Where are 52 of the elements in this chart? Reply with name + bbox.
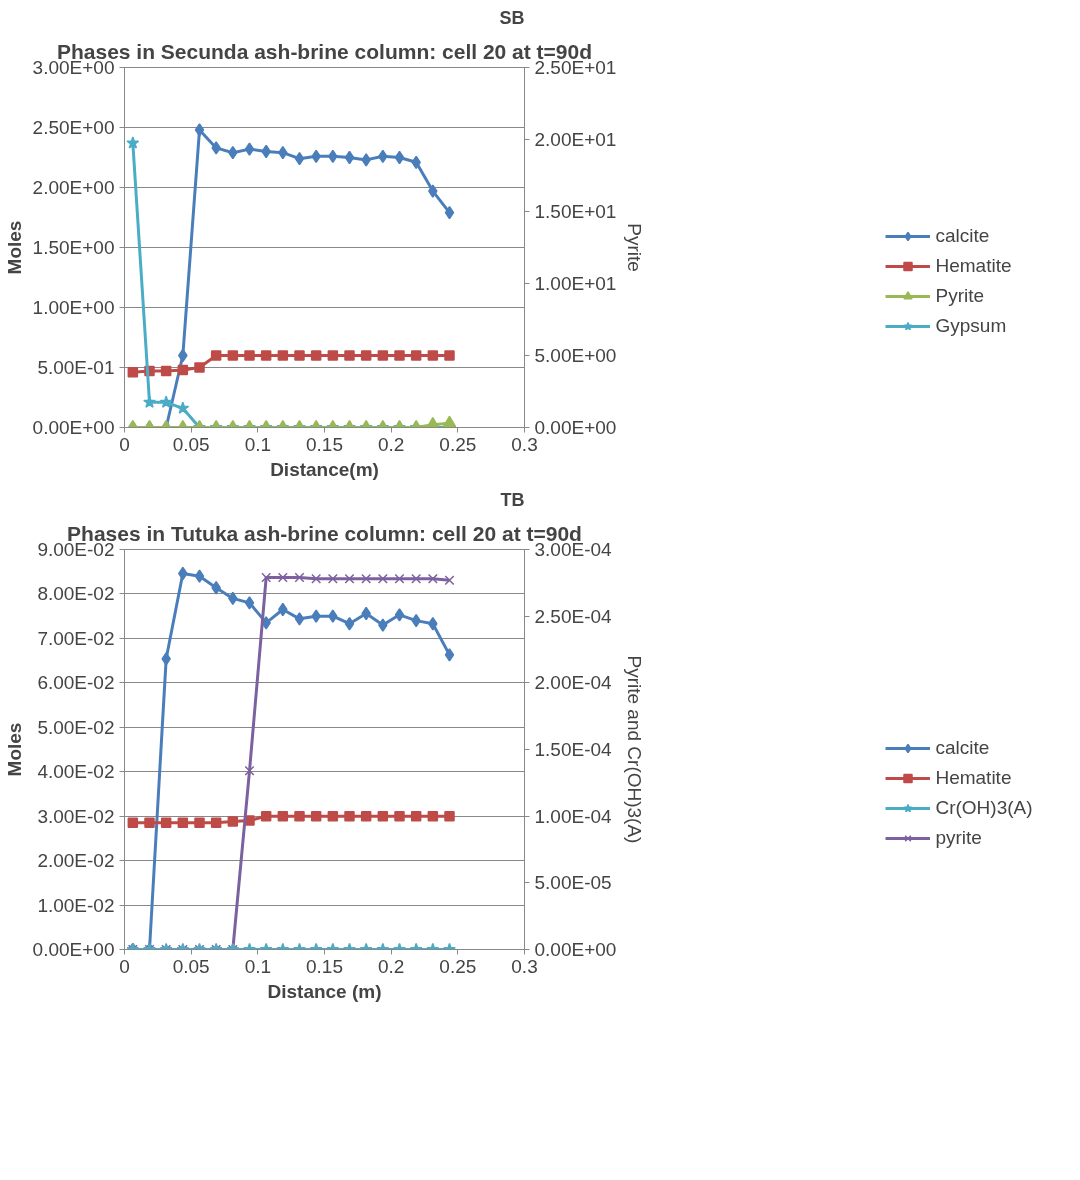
x-tick-label: 0.1 <box>244 433 272 455</box>
y2-tick-label: 2.00E-04 <box>534 672 613 694</box>
legend-label: calcite <box>935 737 990 759</box>
y-tick-label: 0.00E+00 <box>32 939 115 960</box>
y-tick-label: 8.00E-02 <box>37 583 115 605</box>
y2-tick-label: 5.00E+00 <box>534 345 617 366</box>
x-axis-title: Distance (m) <box>267 980 382 1002</box>
x-tick-label: 0.2 <box>377 955 405 977</box>
y-tick-label: 2.00E-02 <box>37 850 115 872</box>
x-tick-label: 0.25 <box>439 955 477 977</box>
y2-tick-label: 1.50E+01 <box>534 201 617 222</box>
y2-axis-title: Pyrite <box>624 223 646 272</box>
x-tick-label: 0.05 <box>172 433 210 455</box>
legend-label: Pyrite <box>935 285 985 307</box>
x-tick-label: 0 <box>119 433 130 455</box>
x-tick-label: 0.05 <box>172 955 210 977</box>
y-tick-label: 4.00E-02 <box>37 761 115 783</box>
legend-label: calcite <box>935 225 990 247</box>
y-tick-label: 0.00E+00 <box>32 417 115 438</box>
legend-label: Cr(OH)3(A) <box>935 797 1033 819</box>
y-tick-label: 6.00E-02 <box>37 672 115 694</box>
legend-label: Hematite <box>935 767 1012 789</box>
y2-tick-label: 1.00E+01 <box>534 273 617 294</box>
x-tick-label: 0.25 <box>439 433 477 455</box>
x-tick-label: 0 <box>119 955 130 977</box>
text: TB <box>500 489 525 510</box>
y-tick-label: 7.00E-02 <box>37 627 115 649</box>
y2-tick-label: 2.00E+01 <box>534 129 617 150</box>
x-tick-label: 0.1 <box>244 955 272 977</box>
y-tick-label: 5.00E-02 <box>37 716 115 738</box>
y-tick-label: 1.50E+00 <box>32 237 115 258</box>
y-tick-label: 2.00E+00 <box>32 177 115 198</box>
legend-label: pyrite <box>935 827 982 849</box>
y-tick-label: 1.00E+00 <box>32 297 115 318</box>
y-tick-label: 5.00E-01 <box>37 357 115 378</box>
x-tick-label: 0.15 <box>306 955 343 977</box>
y2-tick-label: 2.50E-04 <box>534 605 613 627</box>
y-tick-label: 1.00E-02 <box>37 894 115 916</box>
legend-label: Gypsum <box>935 315 1007 337</box>
legend-label: Hematite <box>935 255 1012 277</box>
x-tick-label: 0.2 <box>377 433 405 455</box>
x-axis-title: Distance(m) <box>270 458 379 480</box>
text: SB <box>499 7 525 28</box>
y2-tick-label: 1.50E-04 <box>534 739 613 760</box>
x-tick-label: 0.15 <box>306 433 343 455</box>
y-axis-title: Moles <box>3 722 25 777</box>
y-tick-label: 3.00E-02 <box>37 805 115 827</box>
y2-tick-label: 1.00E-04 <box>534 805 613 827</box>
y2-tick-label: 5.00E-05 <box>534 872 612 894</box>
y-axis-title: Moles <box>3 220 25 275</box>
y-tick-label: 2.50E+00 <box>32 117 115 138</box>
y2-axis-title: Pyrite and Cr(OH)3(A) <box>624 655 646 844</box>
